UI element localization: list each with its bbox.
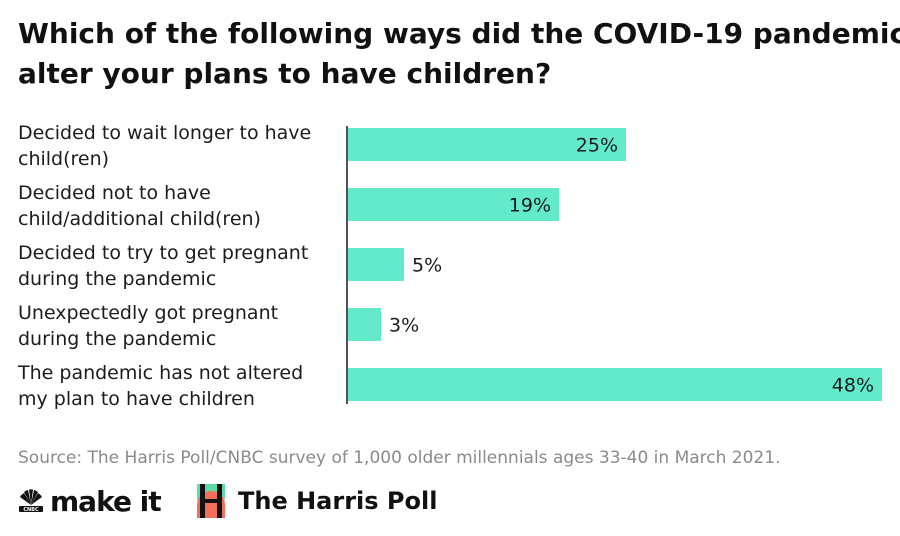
chart-title: Which of the following ways did the COVI… bbox=[18, 14, 900, 94]
value-label: 3% bbox=[389, 315, 419, 337]
bar bbox=[348, 188, 559, 221]
value-label: 25% bbox=[576, 135, 618, 157]
category-label-line: during the pandemic bbox=[18, 268, 216, 290]
harris-poll-logo: The Harris Poll bbox=[194, 481, 437, 521]
category-label: The pandemic has not altered my plan to h… bbox=[17, 362, 303, 410]
cnbc-make-it-logo: CNBC make it bbox=[18, 483, 162, 519]
chart-title-line-2: alter your plans to have children? bbox=[18, 57, 552, 90]
bar bbox=[348, 248, 404, 281]
harris-poll-wordmark: The Harris Poll bbox=[238, 487, 438, 515]
logo-row: CNBC make it The Harris Poll bbox=[18, 481, 578, 521]
make-it-wordmark: make it bbox=[50, 484, 162, 518]
bar bbox=[348, 128, 626, 161]
bar-chart: Decided to wait longer to have child(ren)… bbox=[17, 122, 882, 410]
bars-group: Decided to wait longer to have child(ren)… bbox=[17, 122, 882, 410]
cnbc-peacock-icon: CNBC bbox=[19, 489, 43, 513]
category-label-line: The pandemic has not altered bbox=[17, 362, 303, 384]
category-label-line: Unexpectedly got pregnant bbox=[18, 302, 278, 324]
category-label: Decided to try to get pregnant during the… bbox=[18, 242, 308, 290]
category-label-line: child/additional child(ren) bbox=[18, 208, 261, 230]
bar bbox=[348, 308, 381, 341]
value-label: 48% bbox=[832, 375, 874, 397]
value-label: 5% bbox=[412, 255, 442, 277]
chart-title-line-1: Which of the following ways did the COVI… bbox=[18, 17, 900, 50]
source-note: Source: The Harris Poll/CNBC survey of 1… bbox=[18, 448, 781, 468]
harris-poll-mark-icon bbox=[197, 484, 225, 518]
category-label-line: Decided to wait longer to have bbox=[18, 122, 311, 144]
category-label: Decided to wait longer to have child(ren) bbox=[18, 122, 311, 170]
category-label: Decided not to have child/additional chil… bbox=[18, 182, 261, 230]
cnbc-wordmark: CNBC bbox=[23, 507, 39, 513]
value-label: 19% bbox=[509, 195, 551, 217]
category-label-line: Decided not to have bbox=[18, 182, 211, 204]
category-label-line: during the pandemic bbox=[18, 328, 216, 350]
bar bbox=[348, 368, 882, 401]
category-label-line: Decided to try to get pregnant bbox=[18, 242, 308, 264]
category-label-line: my plan to have children bbox=[18, 388, 255, 410]
category-label: Unexpectedly got pregnant during the pand… bbox=[18, 302, 278, 350]
category-label-line: child(ren) bbox=[18, 148, 109, 170]
